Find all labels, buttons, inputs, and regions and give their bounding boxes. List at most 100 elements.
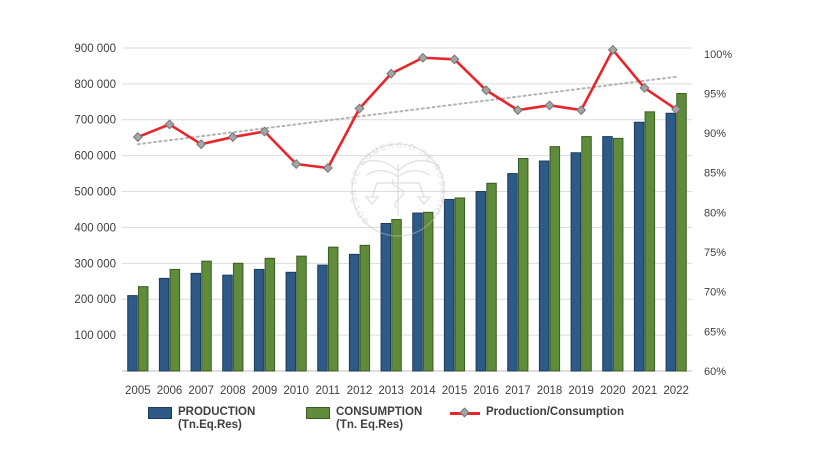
bar-production-2014 [412, 212, 423, 372]
bar-consumption-2021 [644, 111, 656, 372]
bar-consumption-2015 [454, 197, 466, 372]
bar-consumption-2008 [232, 262, 244, 372]
bar-consumption-2006 [169, 268, 181, 372]
bar-production-2005 [127, 295, 138, 372]
ratio-marker-2007 [196, 139, 207, 150]
right-axis-tick: 60% [704, 366, 726, 378]
bar-production-2011 [317, 264, 328, 372]
ratio-marker-2020 [607, 44, 618, 55]
ratio-marker-2014 [417, 52, 428, 63]
bar-consumption-2009 [264, 257, 276, 372]
trendline [136, 75, 678, 146]
x-axis-label-2022: 2022 [663, 385, 689, 397]
legend-ratio-label: Production/Consumption [486, 406, 624, 418]
bar-production-2019 [570, 152, 582, 372]
left-axis-tick: 700 000 [74, 115, 116, 127]
x-axis-label-2017: 2017 [505, 385, 531, 397]
right-axis-tick: 80% [704, 207, 726, 219]
bar-consumption-2012 [359, 244, 371, 372]
right-axis-tick: 75% [704, 247, 726, 259]
ratio-marker-2022 [671, 104, 682, 115]
legend-consumption-label: CONSUMPTION [336, 406, 423, 418]
ratio-line-icon [450, 407, 480, 419]
x-axis-label-2020: 2020 [600, 385, 626, 397]
x-axis-label-2012: 2012 [347, 385, 373, 397]
bar-consumption-2019 [581, 136, 592, 372]
ratio-marker-2009 [259, 126, 270, 137]
x-axis-label-2009: 2009 [252, 385, 278, 397]
x-axis-label-2011: 2011 [315, 385, 340, 397]
ratio-marker-2016 [481, 85, 492, 96]
left-axis-tick: 300 000 [74, 258, 116, 270]
x-axis-label-2005: 2005 [125, 385, 151, 397]
bar-production-2012 [348, 253, 360, 372]
right-axis-tick: 85% [704, 168, 726, 180]
bar-production-2018 [538, 160, 550, 372]
ratio-marker-2010 [291, 159, 302, 170]
bar-production-2007 [190, 272, 202, 372]
legend: PRODUCTION (Tn.Eq.Res) CONSUMPTION (Tn. … [0, 406, 820, 452]
ratio-marker-2018 [544, 100, 555, 111]
bar-consumption-2014 [422, 211, 434, 372]
bar-consumption-2011 [327, 246, 339, 372]
legend-production-label: PRODUCTION [178, 406, 256, 418]
x-axis-label-2016: 2016 [473, 385, 499, 397]
legend-production-sub: (Tn.Eq.Res) [178, 419, 242, 431]
consumption-swatch-icon [306, 407, 330, 419]
ratio-marker-2005 [132, 132, 143, 143]
bar-consumption-2020 [612, 137, 624, 372]
bar-production-2021 [633, 121, 645, 372]
left-axis-tick: 500 000 [74, 187, 116, 199]
legend-item-production: PRODUCTION (Tn.Eq.Res) [148, 406, 255, 432]
bar-production-2015 [443, 198, 455, 372]
ratio-marker-2012 [354, 103, 365, 114]
x-axis-label-2010: 2010 [283, 385, 309, 397]
bar-consumption-2017 [517, 158, 529, 372]
ratio-marker-2017 [512, 105, 523, 116]
x-axis-label-2006: 2006 [157, 385, 183, 397]
ratio-marker-2008 [227, 132, 238, 143]
bar-production-2022 [665, 112, 677, 372]
x-axis-label-2014: 2014 [410, 385, 436, 397]
bar-production-2006 [158, 277, 170, 372]
right-axis-tick: 100% [704, 49, 732, 61]
ratio-marker-2006 [164, 119, 175, 130]
legend-item-consumption: CONSUMPTION (Tn. Eq.Res) [306, 406, 422, 432]
ratio-marker-2019 [576, 105, 587, 116]
x-axis-label-2018: 2018 [537, 385, 563, 397]
right-axis-tick: 70% [704, 287, 726, 299]
bar-production-2020 [602, 136, 613, 372]
left-axis-tick: 200 000 [74, 294, 116, 306]
left-axis-tick: 400 000 [74, 222, 116, 234]
x-axis-label-2019: 2019 [568, 385, 594, 397]
right-axis-tick: 95% [704, 88, 726, 100]
bar-consumption-2018 [549, 146, 561, 372]
bar-consumption-2010 [296, 255, 307, 372]
right-axis-tick: 65% [704, 326, 726, 338]
x-axis-label-2021: 2021 [632, 385, 658, 397]
left-axis-tick: 600 000 [74, 151, 116, 163]
x-axis-label-2008: 2008 [220, 385, 246, 397]
bar-consumption-2007 [201, 260, 212, 372]
ratio-marker-2015 [449, 54, 460, 65]
bar-production-2010 [285, 271, 297, 372]
caduceus-icon [356, 160, 440, 216]
bar-production-2013 [380, 222, 392, 372]
bar-consumption-2022 [676, 93, 687, 372]
x-axis-label-2013: 2013 [378, 385, 404, 397]
bar-consumption-2013 [391, 219, 402, 372]
left-axis-tick: 900 000 [74, 43, 116, 55]
left-axis-tick: 100 000 [74, 330, 116, 342]
x-axis-label-2007: 2007 [188, 385, 214, 397]
ratio-marker-2013 [386, 68, 397, 79]
bar-consumption-2005 [137, 286, 149, 372]
bar-production-2017 [507, 173, 518, 372]
legend-item-ratio: Production/Consumption [450, 406, 624, 419]
x-axis-label-2015: 2015 [442, 385, 468, 397]
bar-production-2008 [222, 274, 233, 372]
ratio-line [136, 48, 678, 170]
legend-consumption-sub: (Tn. Eq.Res) [336, 419, 404, 431]
ratio-marker-2011 [322, 162, 333, 173]
